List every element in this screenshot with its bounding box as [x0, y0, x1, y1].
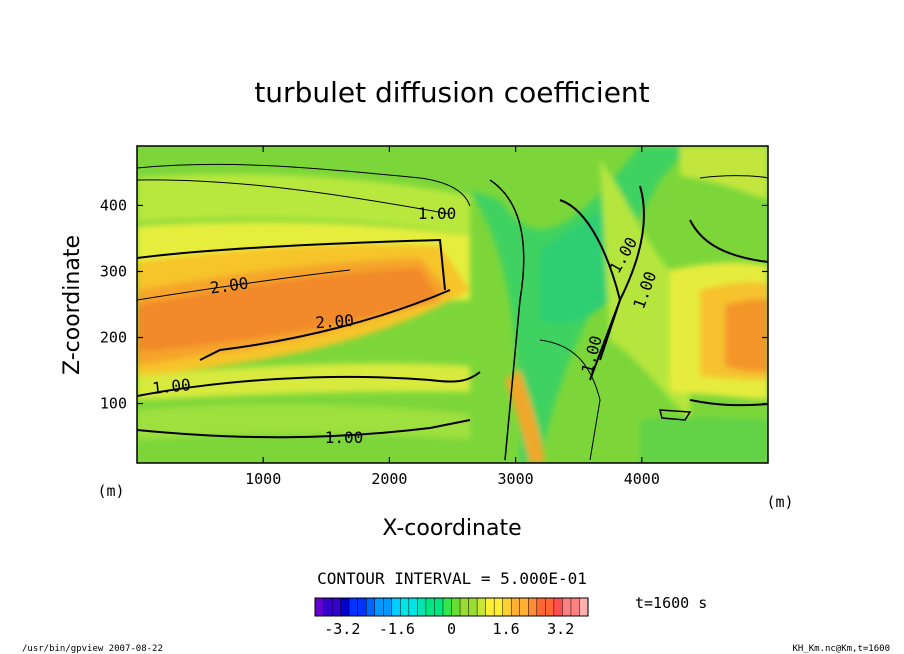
- colorbar-tick-label: -3.2: [324, 620, 360, 638]
- x-tick-label: 4000: [624, 470, 660, 488]
- colorbar-cell: [442, 597, 453, 617]
- colorbar-cell: [331, 597, 342, 617]
- colorbar-tick-label: 3.2: [547, 620, 574, 638]
- colorbar-cell: [365, 597, 376, 617]
- colorbar-cell: [357, 597, 367, 617]
- footer-right: KH_Km.nc@Km,t=1600: [792, 644, 890, 654]
- colorbar-cell: [434, 597, 444, 617]
- colorbar-frame: [314, 597, 589, 617]
- colorbar-cell: [476, 597, 487, 617]
- colorbar-cell: [425, 597, 435, 617]
- x-axis-ticks: 1000 2000 3000 4000: [245, 146, 660, 488]
- y-tick-label: 400: [100, 196, 127, 214]
- colorbar-tick-label: 1.6: [493, 620, 520, 638]
- colorbar-cell: [408, 597, 418, 617]
- x-unit-label: (m): [766, 493, 793, 511]
- colorbar-cell: [562, 597, 572, 617]
- colorbar-cell: [400, 597, 410, 617]
- colorbar-cell: [417, 597, 427, 617]
- colorbar-cell: [374, 597, 384, 617]
- contour-interval-text: CONTOUR INTERVAL = 5.000E-01: [317, 569, 587, 588]
- colorbar-cell: [348, 597, 359, 617]
- colorbar-cell: [468, 597, 478, 617]
- y-tick-label: 100: [100, 395, 127, 413]
- colorbar-cell: [391, 597, 401, 617]
- time-label: t=1600 s: [635, 594, 707, 612]
- colorbar-cell: [451, 597, 461, 617]
- colorbar-cell: [383, 597, 393, 617]
- y-axis-ticks: 100 200 300 400: [100, 196, 768, 413]
- colorbar-cell: [553, 597, 563, 617]
- plot-area: [137, 146, 768, 463]
- colorbar-cell: [579, 597, 589, 617]
- colorbar-cell: [485, 597, 495, 617]
- colorbar-cell: [545, 597, 555, 617]
- colorbar-cell: [519, 597, 529, 617]
- colorbar-cell: [493, 597, 504, 617]
- colorbar-cell: [340, 597, 350, 617]
- chart-title: turbulet diffusion coefficient: [254, 76, 649, 109]
- colorbar-ticks: -3.2 -1.6 0 1.6 3.2: [324, 620, 574, 638]
- contour-label: 1.00: [325, 428, 364, 447]
- colorbar-tick-label: -1.6: [379, 620, 415, 638]
- y-tick-label: 200: [100, 329, 127, 347]
- contour-label: 1.00: [418, 204, 457, 223]
- colorbar: [314, 597, 589, 617]
- x-tick-label: 2000: [371, 470, 407, 488]
- plot-frame: [136, 145, 769, 464]
- contour-label: 2.00: [315, 311, 355, 333]
- x-tick-label: 1000: [245, 470, 281, 488]
- x-tick-label: 3000: [498, 470, 534, 488]
- colorbar-cell: [510, 597, 521, 617]
- x-axis-label: X-coordinate: [382, 516, 521, 541]
- colorbar-cell: [459, 597, 470, 617]
- y-tick-label: 300: [100, 262, 127, 280]
- y-unit-label: (m): [97, 482, 124, 500]
- colorbar-cell: [323, 597, 333, 617]
- y-axis-label: Z-coordinate: [60, 235, 85, 375]
- colorbar-cell: [502, 597, 512, 617]
- colorbar-tick-label: 0: [447, 620, 456, 638]
- contour-label: 1.00: [151, 375, 191, 398]
- colorbar-cell: [570, 597, 581, 617]
- colorbar-cell: [536, 597, 546, 617]
- colorbar-cell: [528, 597, 538, 617]
- colorbar-cell: [314, 597, 325, 617]
- footer-left: /usr/bin/gpview 2007-08-22: [22, 644, 163, 654]
